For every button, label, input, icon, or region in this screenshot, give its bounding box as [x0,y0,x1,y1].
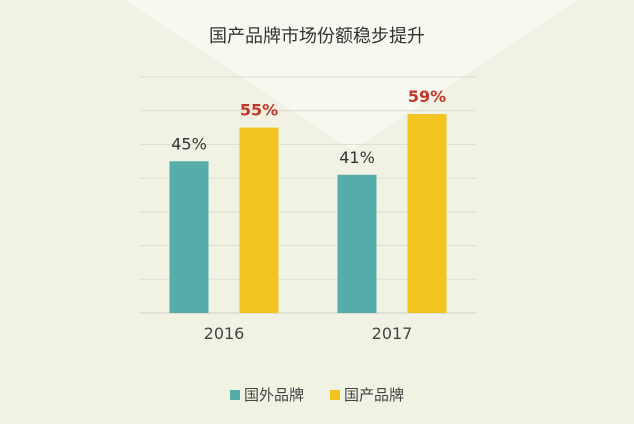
x-tick-label: 2016 [204,324,245,343]
legend: 国外品牌 国产品牌 [0,384,634,405]
data-label: 41% [339,148,375,167]
data-label: 55% [240,101,278,120]
legend-item-foreign[interactable]: 国外品牌 [229,384,304,405]
data-label: 59% [408,87,446,106]
data-label: 45% [171,134,207,153]
chart-title: 国产品牌市场份额稳步提升 [209,26,425,47]
legend-swatch [330,389,340,400]
legend-item-domestic[interactable]: 国产品牌 [330,384,404,405]
bar [169,161,209,313]
bar [337,174,377,313]
legend-label: 国产品牌 [344,386,405,404]
bar [239,127,279,313]
legend-swatch [229,389,240,400]
bar [407,114,447,313]
x-tick-label: 2017 [372,324,413,343]
legend-label: 国外品牌 [243,386,304,404]
